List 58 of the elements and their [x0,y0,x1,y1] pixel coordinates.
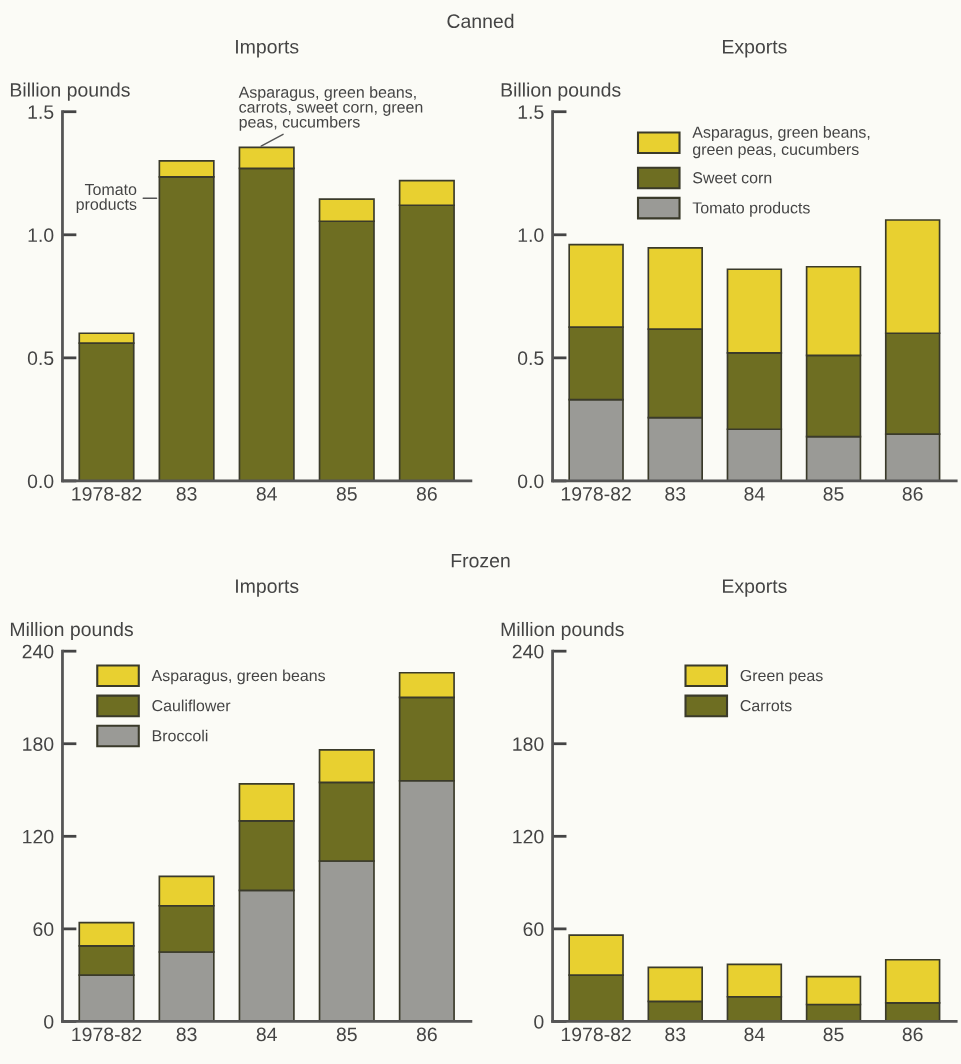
legend-label: Asparagus, green beans [151,669,326,685]
x-tick-label: 1978-82 [72,487,142,501]
x-tick-label: 86 [416,1027,437,1042]
y-tick-label: 1.0 [28,228,54,243]
legend-label: Broccoli [152,729,208,742]
legend-label: Asparagus, green beans, green peas, cucumbers [692,126,870,159]
x-tick-label: 85 [823,487,844,501]
y-tick-label: 0.5 [27,351,54,366]
x-tick-label: 85 [823,1027,844,1042]
legend-label: Cauliflower [152,699,231,712]
y-tick-label: 0 [534,1014,544,1029]
x-tick-label: 1978-82 [561,487,631,501]
legend-label: Sweet corn [693,172,772,184]
y-tick-label: 1.5 [28,105,54,119]
y-axis-title: Million pounds [10,621,133,641]
x-tick-label: 85 [336,487,357,501]
x-tick-label: 1978-82 [561,1027,631,1042]
y-tick-label: 60 [523,922,544,937]
y-tick-label: 0.0 [27,474,54,489]
x-tick-label: 86 [902,1027,923,1042]
y-tick-label: 240 [22,644,54,659]
series-label: Asparagus, green beans, carrots, sweet corn, green peas, cucumbers [238,86,423,131]
legend-label: Tomato products [692,201,810,217]
x-tick-label: 84 [256,1027,277,1042]
y-tick-label: 180 [23,737,54,751]
x-tick-label: 84 [256,487,277,501]
x-tick-label: 83 [176,1027,197,1042]
legend-label: Green peas [740,669,823,685]
chart-title: Exports [723,40,787,58]
y-tick-label: 180 [513,737,544,751]
x-tick-label: 84 [744,1027,765,1042]
y-tick-label: 120 [23,829,54,844]
x-tick-label: 86 [902,487,923,501]
x-tick-label: 85 [336,1027,357,1042]
y-tick-label: 240 [512,644,544,659]
y-tick-label: 1.5 [518,105,544,119]
y-tick-label: 1.0 [518,228,544,243]
x-tick-label: 1978-82 [72,1027,142,1042]
x-tick-label: 83 [665,1027,686,1042]
text: Frozen [451,553,510,568]
x-tick-label: 83 [665,487,686,501]
series-label: Tomato products [76,183,137,214]
y-tick-label: 0 [44,1014,54,1029]
y-axis-title: Million pounds [501,621,624,641]
y-tick-label: 120 [513,829,544,844]
x-tick-label: 86 [416,487,437,501]
x-tick-label: 83 [176,487,197,501]
y-tick-label: 60 [33,922,54,937]
text: Canned [447,13,514,29]
y-axis-title: Billion pounds [501,82,621,101]
legend-label: Carrots [740,699,792,712]
x-tick-label: 84 [744,487,765,501]
y-axis-title: Billion pounds [10,82,130,101]
chart-title: Imports [236,40,299,58]
y-tick-label: 0.0 [517,474,544,489]
y-tick-label: 0.5 [517,351,544,366]
chart-title: Exports [723,579,787,597]
chart-title: Imports [236,579,299,597]
